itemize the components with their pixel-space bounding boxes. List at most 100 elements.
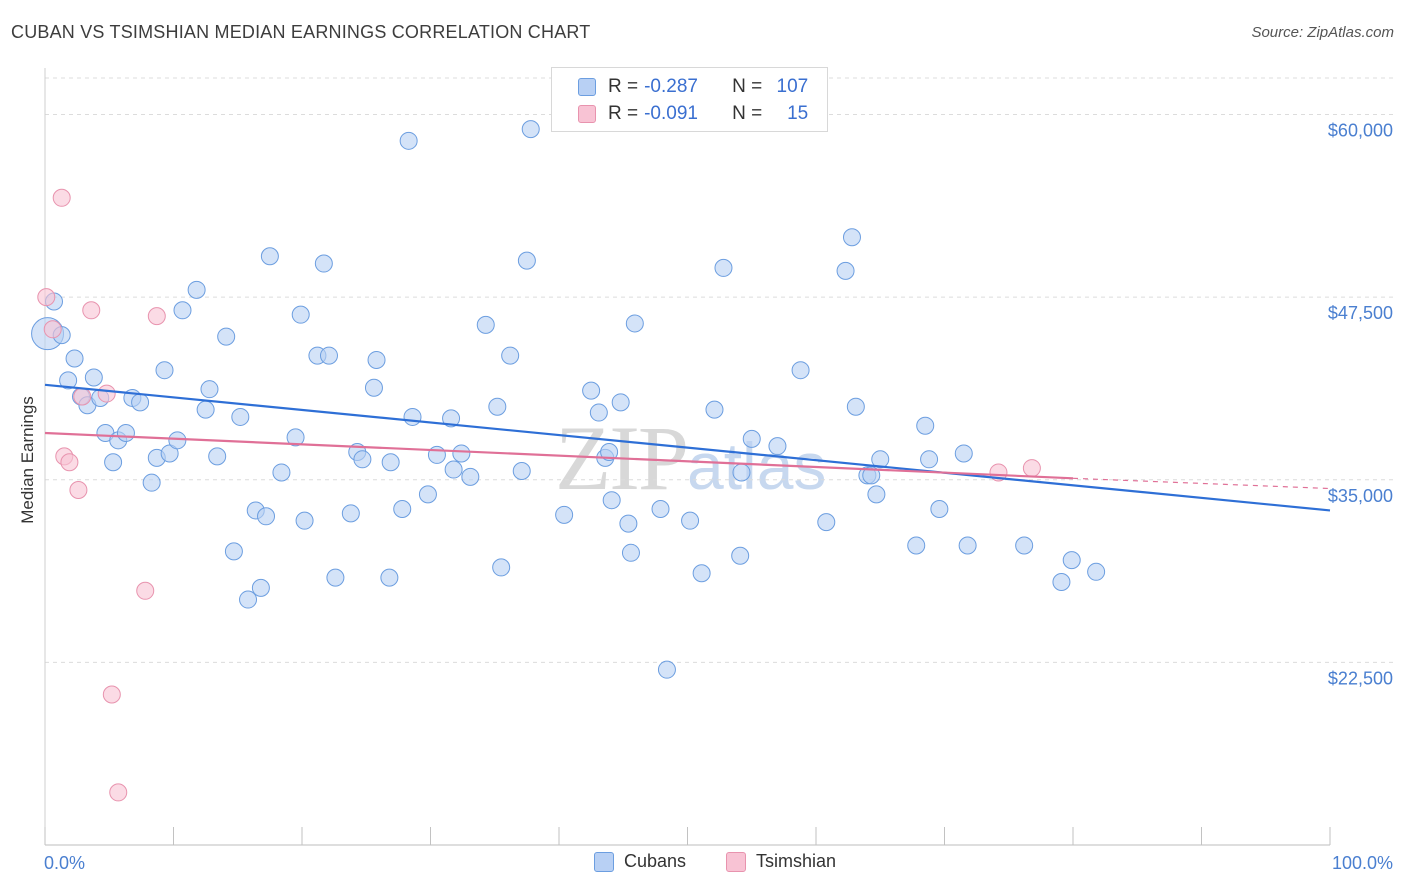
cubans-point <box>155 361 174 380</box>
tsimshian-point <box>109 783 128 802</box>
cubans-point <box>341 504 360 523</box>
cubans-point <box>319 346 338 365</box>
cubans-point <box>217 327 236 346</box>
cubans-point <box>555 505 574 524</box>
legend-n-value: 15 <box>787 103 809 124</box>
cubans-point <box>517 251 536 270</box>
cubans-point <box>817 513 836 532</box>
cubans-point <box>476 315 495 334</box>
cubans-point <box>954 444 973 463</box>
cubans-point <box>582 381 601 400</box>
legend-r-value: -0.091 <box>644 103 698 124</box>
cubans-point <box>501 346 520 365</box>
cubans-point <box>84 368 103 387</box>
tsimshian-swatch <box>578 105 596 123</box>
tsimshian-point <box>37 288 56 307</box>
cubans-point <box>251 578 270 597</box>
cubans-point <box>651 499 670 518</box>
cubans-point <box>353 450 372 469</box>
y-tick-label: $22,500 <box>1328 668 1393 688</box>
cubans-point <box>272 463 291 482</box>
cubans-point <box>1015 536 1034 555</box>
cubans-point <box>871 450 890 469</box>
cubans-point <box>65 349 84 368</box>
cubans-point <box>521 120 540 139</box>
cubans-point <box>403 407 422 426</box>
cubans-point <box>930 499 949 518</box>
cubans-swatch <box>578 78 596 96</box>
cubans-point <box>1087 562 1106 581</box>
legend-item-tsimshian: Tsimshian <box>726 851 836 872</box>
source-label: Source: ZipAtlas.com <box>1251 24 1394 41</box>
series-cubans <box>31 120 1106 679</box>
tsimshian-point <box>73 387 92 406</box>
cubans-point <box>295 511 314 530</box>
y-axis-title: Median Earnings <box>18 396 37 524</box>
tsimshian-point <box>102 685 121 704</box>
cubans-point <box>380 568 399 587</box>
cubans-point <box>488 397 507 416</box>
series-tsimshian <box>37 188 1041 802</box>
y-tick-label: $60,000 <box>1328 121 1393 141</box>
tsimshian-trend-extension <box>1072 477 1331 490</box>
cubans-point <box>862 466 881 485</box>
cubans-point <box>260 247 279 266</box>
cubans-point <box>907 536 926 555</box>
cubans-point <box>602 491 621 510</box>
tsimshian-legend-swatch <box>726 851 746 872</box>
x-tick-label: 100.0% <box>1332 853 1393 873</box>
cubans-point <box>200 380 219 399</box>
cubans-point <box>452 444 471 463</box>
legend-r-value: -0.287 <box>644 76 698 97</box>
cubans-point <box>768 437 787 456</box>
cubans-point <box>589 403 608 422</box>
cubans-point <box>512 461 531 480</box>
axes <box>44 68 1331 846</box>
cubans-point <box>257 507 276 526</box>
cubans-point <box>168 431 187 450</box>
tsimshian-legend-label: Tsimshian <box>756 851 837 871</box>
cubans-point <box>224 542 243 561</box>
cubans-point <box>364 378 383 397</box>
chart-title: CUBAN VS TSIMSHIAN MEDIAN EARNINGS CORRE… <box>11 22 591 42</box>
cubans-point <box>625 314 644 333</box>
cubans-point <box>920 450 939 469</box>
cubans-trend-line <box>44 383 1331 512</box>
cubans-point <box>791 361 810 380</box>
legend-n-value: 107 <box>776 76 809 97</box>
cubans-point <box>104 453 123 472</box>
tsimshian-point <box>97 384 116 403</box>
cubans-point <box>492 558 511 577</box>
cubans-point <box>611 393 630 412</box>
cubans-point <box>742 429 761 448</box>
cubans-point <box>314 254 333 273</box>
cubans-point <box>231 407 250 426</box>
cubans-point <box>59 371 78 390</box>
cubans-point <box>291 305 310 324</box>
tsimshian-point <box>43 320 62 339</box>
x-tick-label: 0.0% <box>44 853 85 873</box>
tick-labels: $22,500 $35,000 $47,500 $60,000 0.0% 100.0% Me… <box>18 121 1393 873</box>
tsimshian-point <box>147 307 166 326</box>
tsimshian-trend-line <box>44 431 1074 480</box>
cubans-point <box>867 485 886 504</box>
cubans-point <box>381 453 400 472</box>
cubans-point <box>393 499 412 518</box>
cubans-point <box>160 444 179 463</box>
cubans-point <box>1052 573 1071 592</box>
tsimshian-point <box>82 301 101 320</box>
cubans-point <box>187 280 206 299</box>
tsimshian-point <box>136 581 155 600</box>
cubans-point <box>399 131 418 150</box>
cubans-legend-swatch <box>594 851 614 872</box>
cubans-point <box>173 301 192 320</box>
legend-r-label: R = <box>608 76 639 97</box>
tsimshian-point <box>69 480 88 499</box>
cubans-point <box>714 258 733 277</box>
cubans-point <box>142 473 161 492</box>
y-tick-label: $47,500 <box>1328 303 1393 323</box>
cubans-point <box>461 467 480 486</box>
cubans-point <box>418 485 437 504</box>
cubans-point <box>732 463 751 482</box>
